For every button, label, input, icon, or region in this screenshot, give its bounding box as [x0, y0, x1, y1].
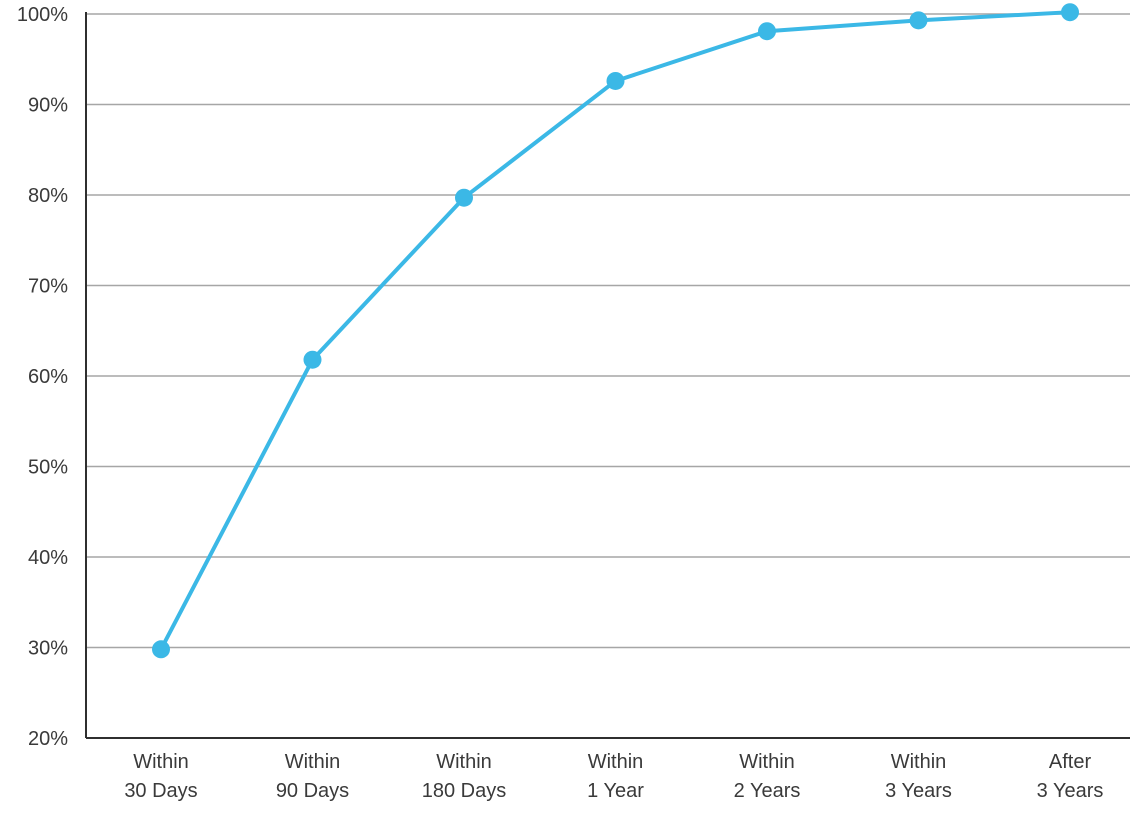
x-tick-label: 3 Years — [1037, 780, 1104, 802]
y-axis-tick-labels: 20% 30% 40% 50% 60% 70% 80% 90% 100% — [17, 4, 68, 750]
x-tick-label: Within — [133, 751, 189, 773]
data-point — [606, 71, 625, 90]
x-tick-label: Within — [891, 751, 947, 773]
x-tick-label: 2 Years — [734, 780, 801, 802]
x-tick-label: Within — [739, 751, 795, 773]
y-tick-label: 90% — [28, 95, 68, 117]
series-line — [159, 10, 1072, 652]
gridlines — [86, 13, 1130, 649]
x-tick-label: 180 Days — [422, 780, 507, 802]
y-tick-label: 30% — [28, 638, 68, 660]
y-tick-label: 20% — [28, 728, 68, 750]
x-tick-label: Within — [436, 751, 492, 773]
data-series — [159, 10, 1072, 652]
x-tick-label: 30 Days — [124, 780, 197, 802]
data-points — [152, 3, 1079, 659]
data-point — [758, 22, 776, 41]
x-axis-tick-labels: Within 30 Days Within 90 Days Within 180 Days… — [124, 751, 1103, 802]
data-point — [455, 188, 473, 207]
x-tick-label: 90 Days — [276, 780, 349, 802]
y-tick-label: 40% — [28, 547, 68, 569]
data-point — [303, 350, 322, 369]
axes — [85, 12, 1130, 739]
data-point — [152, 640, 170, 659]
y-tick-label: 70% — [28, 276, 68, 298]
x-tick-label: 3 Years — [885, 780, 952, 802]
y-tick-label: 60% — [28, 366, 68, 388]
x-tick-label: Within — [588, 751, 644, 773]
y-tick-label: 100% — [17, 4, 68, 26]
y-tick-label: 50% — [28, 457, 68, 479]
y-tick-label: 80% — [28, 185, 68, 207]
data-point — [909, 11, 928, 30]
x-tick-label: After — [1049, 751, 1092, 773]
x-tick-label: Within — [285, 751, 341, 773]
x-tick-label: 1 Year — [587, 780, 644, 802]
data-point — [1061, 3, 1079, 22]
